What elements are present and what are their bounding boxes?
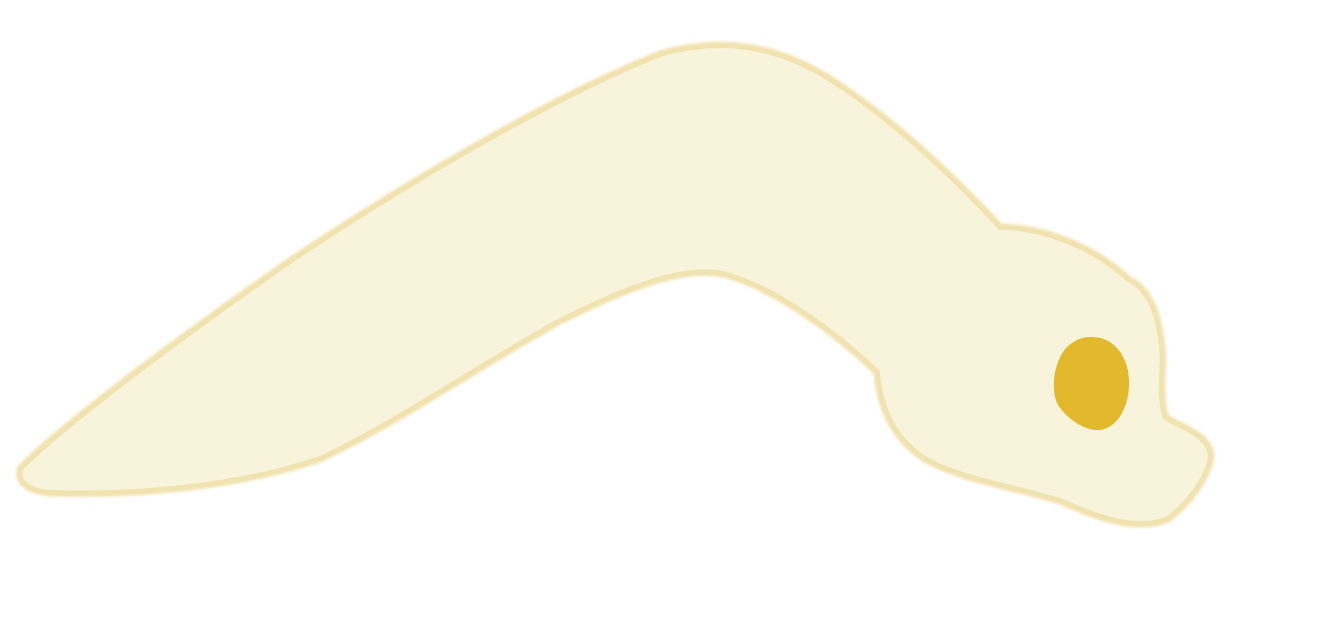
blob-body [18, 44, 1212, 526]
eye-spot [1053, 336, 1130, 431]
